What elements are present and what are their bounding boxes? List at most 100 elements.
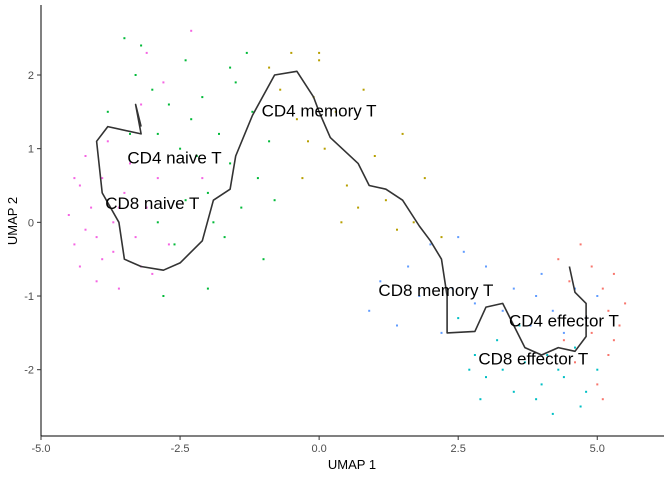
data-point [546, 354, 549, 356]
data-point [540, 383, 543, 386]
data-point [368, 309, 371, 312]
data-point [574, 346, 576, 349]
data-point [473, 354, 476, 356]
data-point [295, 118, 298, 121]
data-point [245, 51, 248, 54]
data-point [624, 302, 627, 305]
data-point [151, 272, 154, 275]
data-point [184, 59, 187, 62]
x-axis-ticks: -5.0 -2.5 0.0 2.5 5.0 [32, 436, 605, 455]
x-axis-title: UMAP 1 [328, 457, 376, 472]
data-point [451, 287, 454, 290]
cluster-label: CD4 memory T [262, 101, 377, 120]
data-point [485, 265, 487, 268]
trajectory-layer [95, 70, 587, 356]
data-point [473, 302, 476, 305]
y-tick-label: 2 [28, 70, 34, 82]
data-point [457, 317, 460, 320]
data-point [618, 324, 621, 327]
data-point [229, 162, 232, 165]
y-axis-title: UMAP 2 [5, 197, 20, 245]
y-tick-label: -2 [24, 365, 34, 377]
x-tick-label: -2.5 [171, 443, 190, 455]
cluster-label: CD8 naive T [105, 194, 199, 213]
data-point [268, 66, 271, 69]
data-point [212, 221, 215, 224]
cluster-label: CD4 effector T [509, 311, 619, 330]
data-point [512, 287, 515, 290]
annotation-layer: CD4 memory T CD4 naive T CD8 naive T CD8 me… [105, 101, 619, 368]
data-point [412, 221, 415, 224]
data-point [190, 29, 193, 32]
data-point [535, 398, 538, 401]
data-point [318, 59, 321, 62]
data-point [67, 214, 70, 216]
data-point [423, 177, 426, 180]
data-point [590, 265, 593, 268]
data-point [167, 243, 170, 246]
data-point [345, 184, 348, 187]
data-point [223, 236, 226, 239]
data-point [129, 132, 131, 135]
data-point [479, 398, 482, 401]
data-point [84, 228, 87, 231]
data-point [256, 177, 259, 180]
y-tick-label: 1 [28, 144, 34, 156]
data-point [440, 331, 443, 334]
data-point [396, 228, 398, 231]
data-point [557, 258, 560, 261]
data-point [145, 51, 148, 54]
data-point [612, 339, 615, 342]
data-point [334, 110, 337, 113]
data-point [607, 354, 610, 356]
data-point [523, 361, 526, 364]
data-point [596, 368, 599, 371]
data-point [579, 405, 582, 408]
trajectory-line [95, 70, 587, 356]
cluster-label: CD8 memory T [378, 281, 493, 300]
data-point [535, 295, 538, 297]
data-point [206, 287, 209, 290]
data-point [529, 324, 532, 327]
data-point [78, 265, 81, 268]
data-point [234, 81, 237, 84]
data-point [73, 243, 76, 246]
data-point [156, 221, 159, 224]
data-point [112, 250, 115, 253]
data-point [396, 324, 398, 327]
data-point [357, 206, 360, 209]
data-point [262, 258, 265, 261]
data-point [173, 243, 176, 246]
data-point [268, 140, 271, 143]
data-point [551, 309, 554, 312]
data-point [251, 110, 254, 113]
data-point [134, 236, 137, 239]
data-point [462, 250, 465, 253]
data-point [190, 118, 193, 121]
data-point [101, 177, 104, 180]
data-point [240, 206, 243, 209]
data-point [106, 140, 109, 143]
data-point [373, 155, 376, 157]
y-tick-label: 0 [28, 217, 34, 229]
data-point [134, 74, 137, 76]
data-point [323, 147, 326, 150]
data-point [162, 81, 165, 84]
data-point [601, 287, 604, 290]
data-point [90, 206, 93, 209]
data-point [140, 44, 143, 47]
data-point [607, 309, 610, 312]
data-point [117, 206, 120, 209]
data-point [429, 243, 432, 246]
data-point [518, 324, 521, 327]
data-point [362, 88, 365, 91]
data-point [140, 103, 143, 106]
data-point [418, 295, 421, 297]
data-point [290, 51, 293, 54]
y-tick-label: -1 [24, 291, 34, 303]
data-point [307, 140, 309, 143]
data-point [95, 236, 98, 239]
points-layer [67, 29, 627, 415]
data-point [401, 132, 404, 135]
